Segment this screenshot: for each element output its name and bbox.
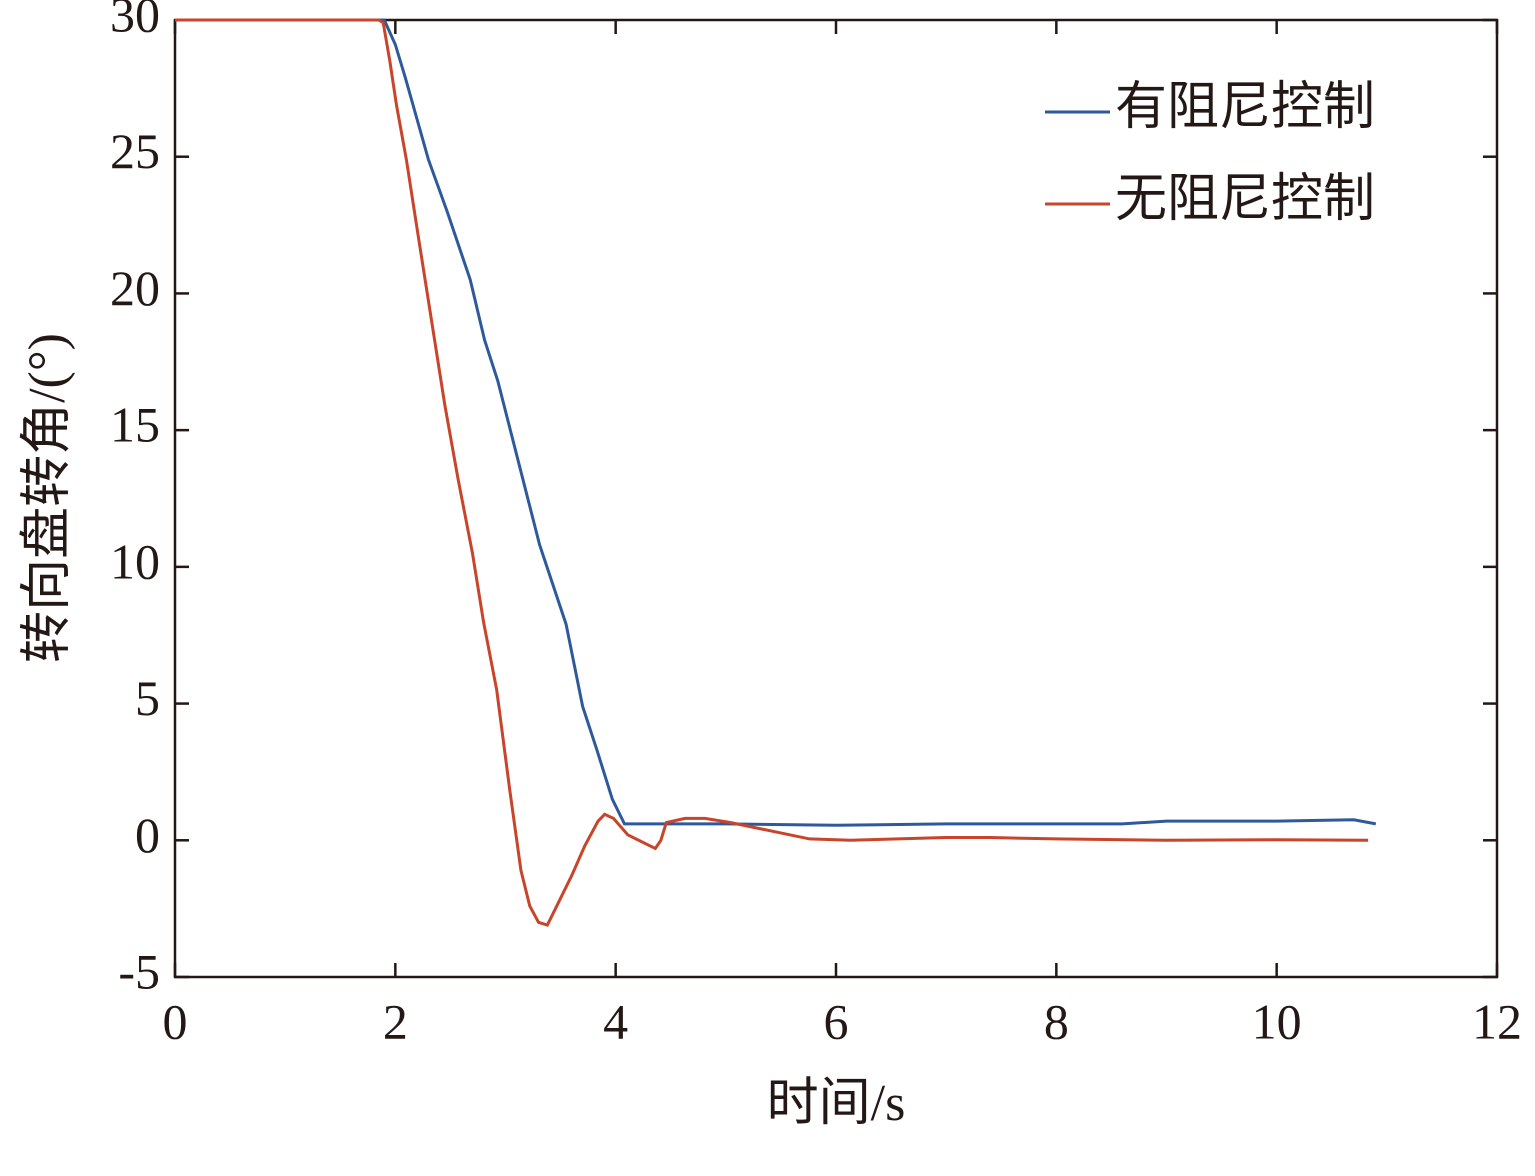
x-tick-label: 0	[163, 993, 188, 1049]
series-line	[175, 18, 1377, 827]
y-tick-label: 25	[110, 123, 160, 179]
x-tick-label: 6	[824, 993, 849, 1049]
x-tick-label: 12	[1472, 993, 1522, 1049]
y-tick-label: 15	[110, 397, 160, 453]
y-tick-label: -5	[118, 943, 160, 999]
x-tick-label: 2	[383, 993, 408, 1049]
y-axis-label: 转向盘转角/(°)	[19, 333, 76, 663]
x-tick-label: 10	[1252, 993, 1302, 1049]
series-line	[175, 18, 1369, 927]
legend-label: 无阻尼控制	[1115, 171, 1375, 228]
y-tick-label: 10	[110, 533, 160, 589]
x-tick-label: 8	[1044, 993, 1069, 1049]
x-tick-label: 4	[603, 993, 628, 1049]
y-tick-label: 30	[110, 0, 160, 42]
y-tick-label: 5	[135, 670, 160, 726]
y-tick-label: 0	[135, 807, 160, 863]
x-axis-label: 时间/s	[767, 1075, 906, 1132]
legend-label: 有阻尼控制	[1115, 79, 1375, 136]
y-tick-label: 20	[110, 260, 160, 316]
plot-frame	[173, 18, 1499, 979]
